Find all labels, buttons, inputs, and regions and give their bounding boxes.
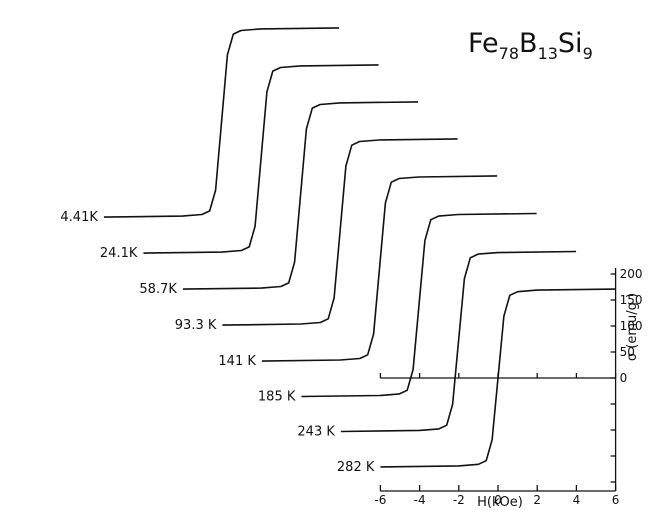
curve-label: 185 K: [258, 390, 296, 405]
title-element-fe: Fe: [468, 28, 499, 59]
title-subscript-si: 9: [583, 44, 593, 63]
curve-24-1k: [143, 64, 379, 254]
title-subscript-b: 13: [538, 44, 558, 63]
x-tick-label: -6: [374, 493, 386, 507]
curve-label: 282 K: [337, 460, 375, 475]
curve-4-41k: [103, 27, 340, 218]
y-tick-label: 50: [620, 345, 635, 359]
curve-141-k: [261, 175, 498, 362]
title-element-b: B: [519, 28, 538, 59]
x-tick-label: -2: [453, 493, 465, 507]
curve-label: 141 K: [218, 354, 256, 369]
curve-layer: 4.41K 24.1K 58.7K 93.3 K 141 K 185 K 243 K 282 …: [60, 27, 616, 475]
curve-185-k: [301, 212, 537, 398]
y-tick-label: 100: [620, 319, 643, 333]
curve-label: 24.1K: [100, 246, 138, 261]
x-tick-label: 2: [533, 493, 541, 507]
curve-243-k: [340, 250, 577, 433]
curve-label: 243 K: [297, 425, 335, 440]
x-tick-label: 6: [612, 493, 620, 507]
y-tick-label: 200: [620, 267, 643, 281]
x-tick-label: -4: [414, 493, 426, 507]
curve-label: 4.41K: [60, 210, 98, 225]
x-tick-label: 0: [494, 493, 502, 507]
chart-title: Fe78B13Si9: [468, 28, 593, 63]
x-tick-label: 4: [573, 493, 581, 507]
curve-58-7k: [182, 101, 419, 290]
axes-layer: -6 -4 -2 0 2 4 6 200 150 100 50 0: [374, 267, 642, 507]
y-tick-label: 0: [620, 371, 628, 385]
x-axis-label: H(kOe): [477, 495, 523, 510]
y-axis-label: σ (emu/g ): [625, 293, 640, 361]
curve-93-3-k: [222, 138, 458, 326]
y-tick-label: 150: [620, 293, 643, 307]
curve-label: 58.7K: [139, 282, 177, 297]
curve-label: 93.3 K: [175, 318, 217, 333]
title-element-si: Si: [558, 28, 583, 59]
title-subscript-fe: 78: [499, 44, 519, 63]
